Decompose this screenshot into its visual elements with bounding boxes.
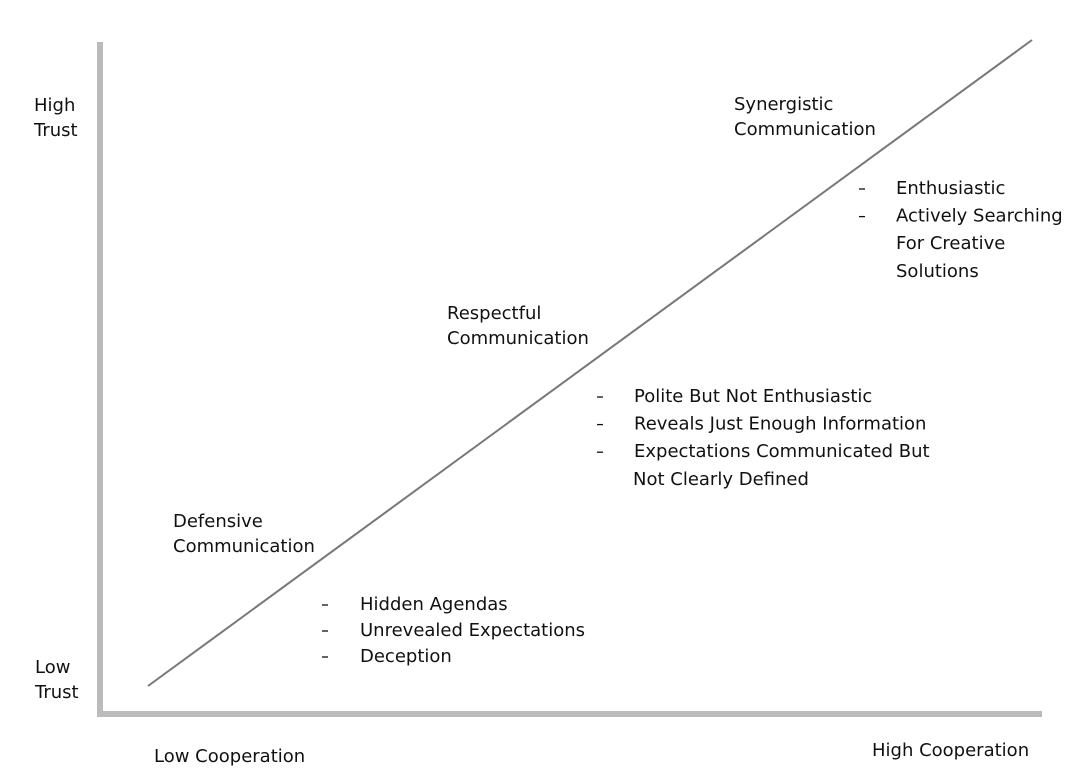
x-axis-low-label: Low Cooperation — [154, 746, 305, 767]
x-axis-high-label: High Cooperation — [872, 740, 1029, 761]
bullet-text: Enthusiastic — [896, 178, 1005, 199]
bullet-text: For Creative — [896, 233, 1005, 254]
bullet-text: Deception — [360, 646, 452, 667]
bullet-text: Expectations Communicated But — [634, 441, 930, 462]
level-title: Synergistic — [734, 94, 833, 115]
bullet-text: Reveals Just Enough Information — [634, 414, 926, 435]
y-axis-low-label: Low — [35, 657, 70, 678]
bullet-text: Not Clearly Defined — [633, 469, 809, 490]
level-title: Defensive — [173, 511, 263, 532]
y-axis-low-label: Trust — [34, 682, 79, 703]
bullet-text: Polite But Not Enthusiastic — [634, 386, 872, 407]
bullet-text: Solutions — [896, 261, 979, 282]
y-axis-high-label: Trust — [33, 120, 78, 141]
level-title: Communication — [447, 328, 589, 349]
y-axis-high-label: High — [34, 95, 75, 116]
bullet-text: Unrevealed Expectations — [360, 620, 585, 641]
level-title: Respectful — [447, 303, 541, 324]
bullet-text: Hidden Agendas — [360, 594, 508, 615]
bullet-text: Actively Searching — [896, 206, 1063, 227]
trust-cooperation-line — [147, 39, 1033, 687]
level-title: Communication — [734, 119, 876, 140]
level-title: Communication — [173, 536, 315, 557]
